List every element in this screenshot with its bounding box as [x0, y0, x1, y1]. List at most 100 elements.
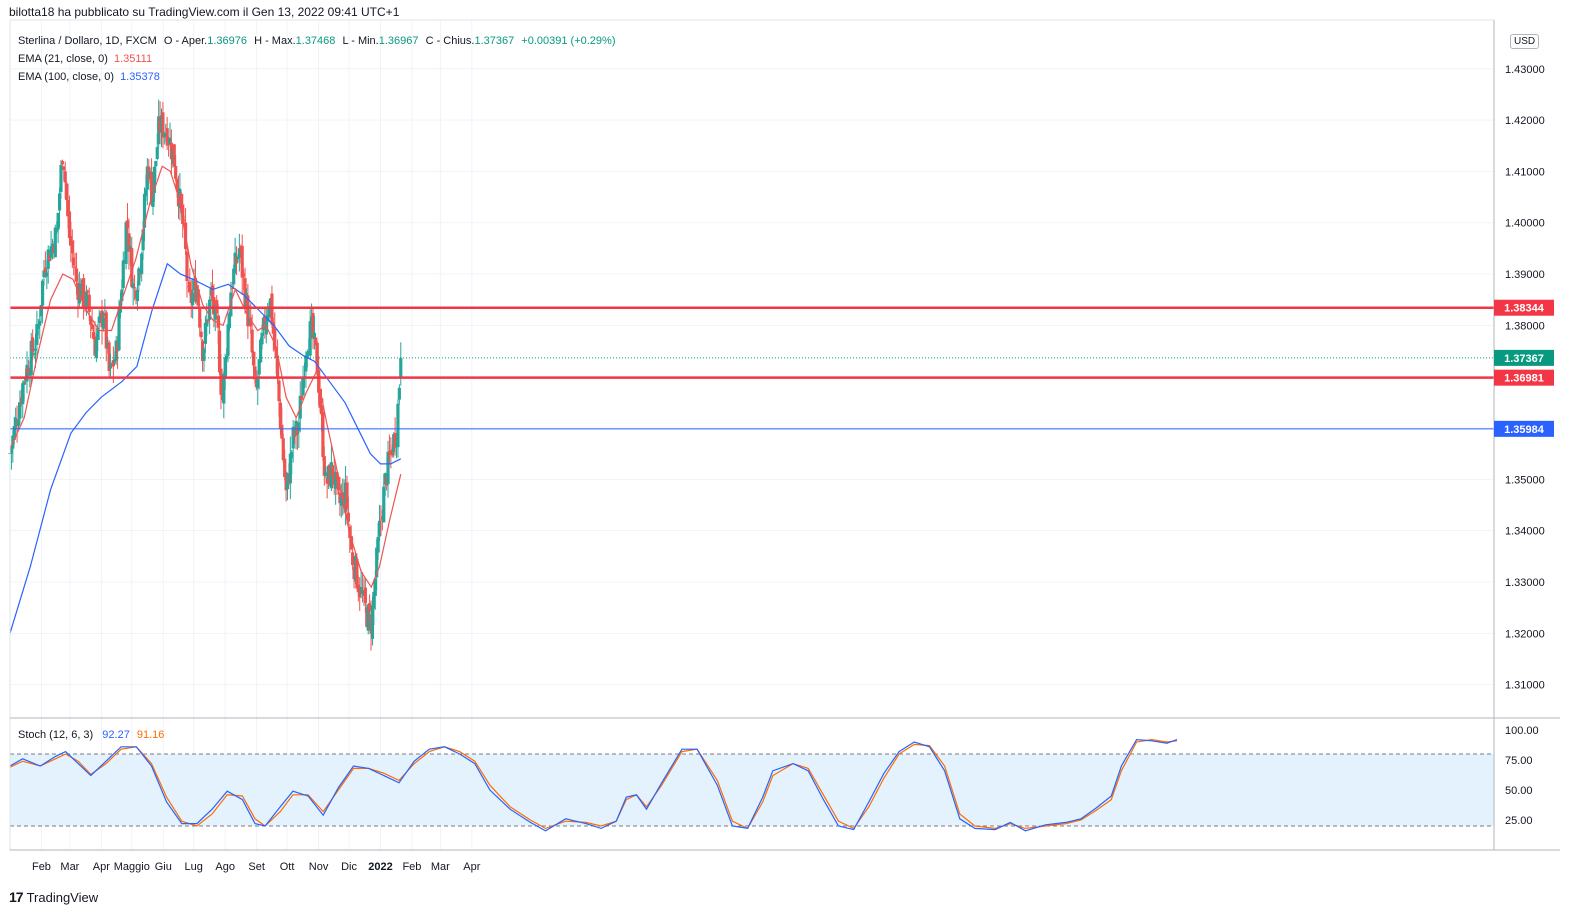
candle-body — [141, 229, 145, 251]
candle-body — [345, 482, 349, 509]
candle-body — [376, 536, 380, 553]
candle-body — [290, 451, 294, 459]
candle-body — [86, 290, 90, 293]
currency-button[interactable]: USD — [1510, 34, 1540, 49]
grid-lines — [10, 20, 1494, 850]
candle-body — [31, 337, 35, 353]
candle-body — [253, 366, 257, 376]
candle-body — [66, 200, 70, 217]
candle-body — [135, 290, 140, 302]
x-tick-label: Ago — [215, 861, 235, 873]
stoch-band — [10, 753, 1494, 827]
candle-body — [21, 383, 25, 405]
stoch-label: Stoch (12, 6, 3) — [18, 729, 94, 741]
candle-body — [59, 164, 63, 193]
candle-body — [70, 240, 74, 254]
candle-body — [349, 535, 353, 550]
candle-body — [206, 319, 210, 322]
candle-body — [94, 339, 98, 358]
candle-body — [91, 331, 96, 339]
candle-body — [397, 387, 401, 400]
tradingview-mark-icon: 17 — [9, 889, 24, 905]
candle-body — [203, 322, 207, 344]
candle-body — [67, 211, 72, 239]
candle-body — [26, 367, 31, 375]
tradingview-brand: TradingView — [26, 889, 99, 905]
candle-body — [288, 453, 292, 484]
candle-body — [259, 339, 263, 363]
candle-body — [210, 285, 215, 301]
candle-body — [89, 316, 93, 325]
candle-body — [182, 219, 186, 221]
candle-body — [108, 362, 113, 369]
symbol-name: Sterlina / Dollaro, 1D, FXCM — [18, 35, 157, 47]
candle-body — [36, 324, 40, 329]
stoch-k-line — [9, 738, 1178, 832]
candle-body — [9, 447, 14, 454]
candle-body — [111, 360, 115, 367]
candle-body — [229, 292, 233, 317]
candle-body — [205, 319, 209, 327]
y-tick-label: 1.39000 — [1505, 269, 1545, 281]
candle-body — [251, 352, 256, 366]
candle-body — [181, 204, 185, 224]
candle-body — [314, 337, 318, 346]
level-price-tag — [1494, 420, 1554, 437]
candle-body — [386, 451, 390, 485]
candle-body — [117, 309, 121, 351]
level-price-label: 1.35984 — [1504, 424, 1545, 436]
candle-body — [152, 166, 157, 193]
candle-body — [140, 253, 144, 275]
candle-body — [315, 342, 319, 373]
candle-body — [387, 451, 392, 455]
ema21-line — [9, 165, 402, 589]
low-value: 1.36967 — [378, 35, 419, 47]
candle-body — [301, 377, 305, 396]
candle-body — [372, 591, 376, 609]
candle-body — [101, 317, 106, 329]
stoch-band-fill — [10, 754, 1494, 826]
candle-body — [57, 193, 62, 211]
ema100-line — [9, 262, 402, 634]
y-tick-label: 1.43000 — [1505, 64, 1545, 76]
ema100-label: EMA (100, close, 0) — [18, 71, 114, 83]
candle-body — [334, 471, 338, 489]
candle-body — [236, 256, 240, 260]
axes: 1.310001.320001.330001.340001.350001.360… — [9, 19, 1560, 873]
y-tick-label: 1.42000 — [1505, 115, 1545, 127]
stoch-d-value: 91.16 — [136, 729, 165, 741]
candle-body — [377, 520, 382, 537]
candle-body — [45, 272, 49, 277]
x-tick-label: Ott — [280, 861, 295, 873]
candle-body — [363, 587, 367, 604]
candle-body — [222, 373, 226, 404]
candle-body — [208, 299, 212, 320]
candle-body — [243, 278, 247, 308]
ema21-label: EMA (21, close, 0) — [18, 53, 108, 65]
stoch-legend: Stoch (12, 6, 3) 92.27 91.16 — [18, 729, 164, 741]
candle-body — [16, 419, 21, 426]
candle-body — [63, 171, 67, 183]
level-price-label: 1.36981 — [1504, 373, 1544, 385]
candle-body — [172, 144, 176, 167]
candle-body — [65, 183, 69, 201]
candles — [8, 99, 403, 651]
indicator-lines — [9, 165, 1178, 832]
candle-body — [82, 278, 86, 307]
candle-body — [278, 402, 283, 429]
candle-body — [216, 315, 220, 328]
ema21-value: 1.35111 — [113, 53, 153, 65]
candle-body — [175, 179, 179, 189]
candle-body — [368, 603, 372, 612]
candle-body — [198, 308, 202, 328]
stoch-tick-label: 75.00 — [1505, 755, 1533, 767]
candle-body — [144, 188, 148, 197]
candle-body — [191, 292, 195, 306]
close-value: 1.37367 — [474, 35, 515, 47]
candle-body — [280, 424, 284, 439]
candle-body — [283, 458, 287, 477]
tradingview-logo[interactable]: 17 TradingView — [9, 889, 98, 905]
candle-body — [39, 304, 43, 317]
symbol-legend: Sterlina / Dollaro, 1D, FXCM O - Aper.1.… — [18, 35, 615, 47]
